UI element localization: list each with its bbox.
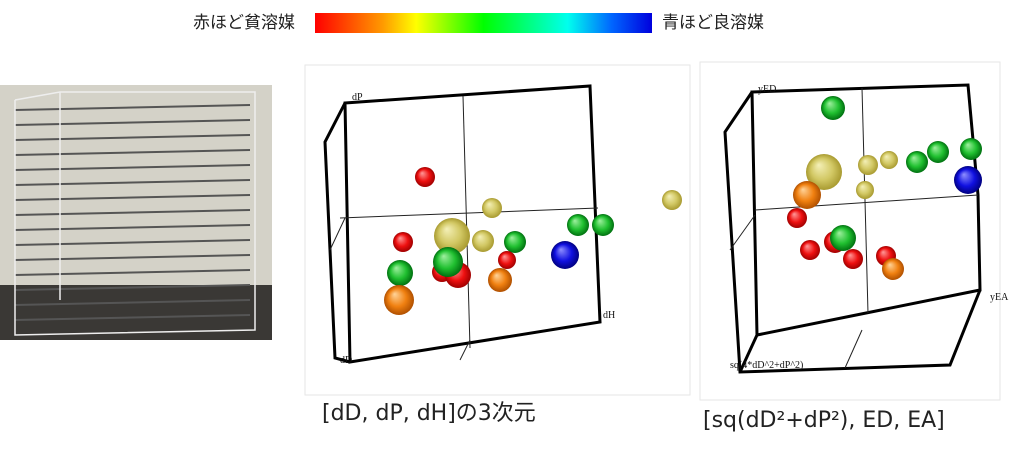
spheres xyxy=(384,167,614,315)
plot-1: dP dH dD xyxy=(304,64,691,396)
color-bar xyxy=(315,13,652,33)
photo xyxy=(0,85,272,340)
legend-right-label: 青ほど良溶媒 xyxy=(662,13,764,33)
legend-left-label: 赤ほど貧溶媒 xyxy=(193,13,295,33)
caption-1: [dD, dP, dH]の3次元 xyxy=(322,401,536,426)
plot-2: yED yEA sq(4*dD^2+dP^2) xyxy=(699,61,1009,401)
axis-label: dP xyxy=(352,92,363,103)
spheres xyxy=(787,96,982,280)
caption-2: [sq(dD²+dP²), ED, EA] xyxy=(703,408,945,433)
axis-label: yED xyxy=(758,84,776,95)
axis-label: dH xyxy=(603,310,615,321)
axis-label: sq(4*dD^2+dP^2) xyxy=(730,360,803,371)
axis-label: yEA xyxy=(990,292,1009,303)
sphere xyxy=(662,190,682,210)
axis-label: dD xyxy=(340,355,352,366)
